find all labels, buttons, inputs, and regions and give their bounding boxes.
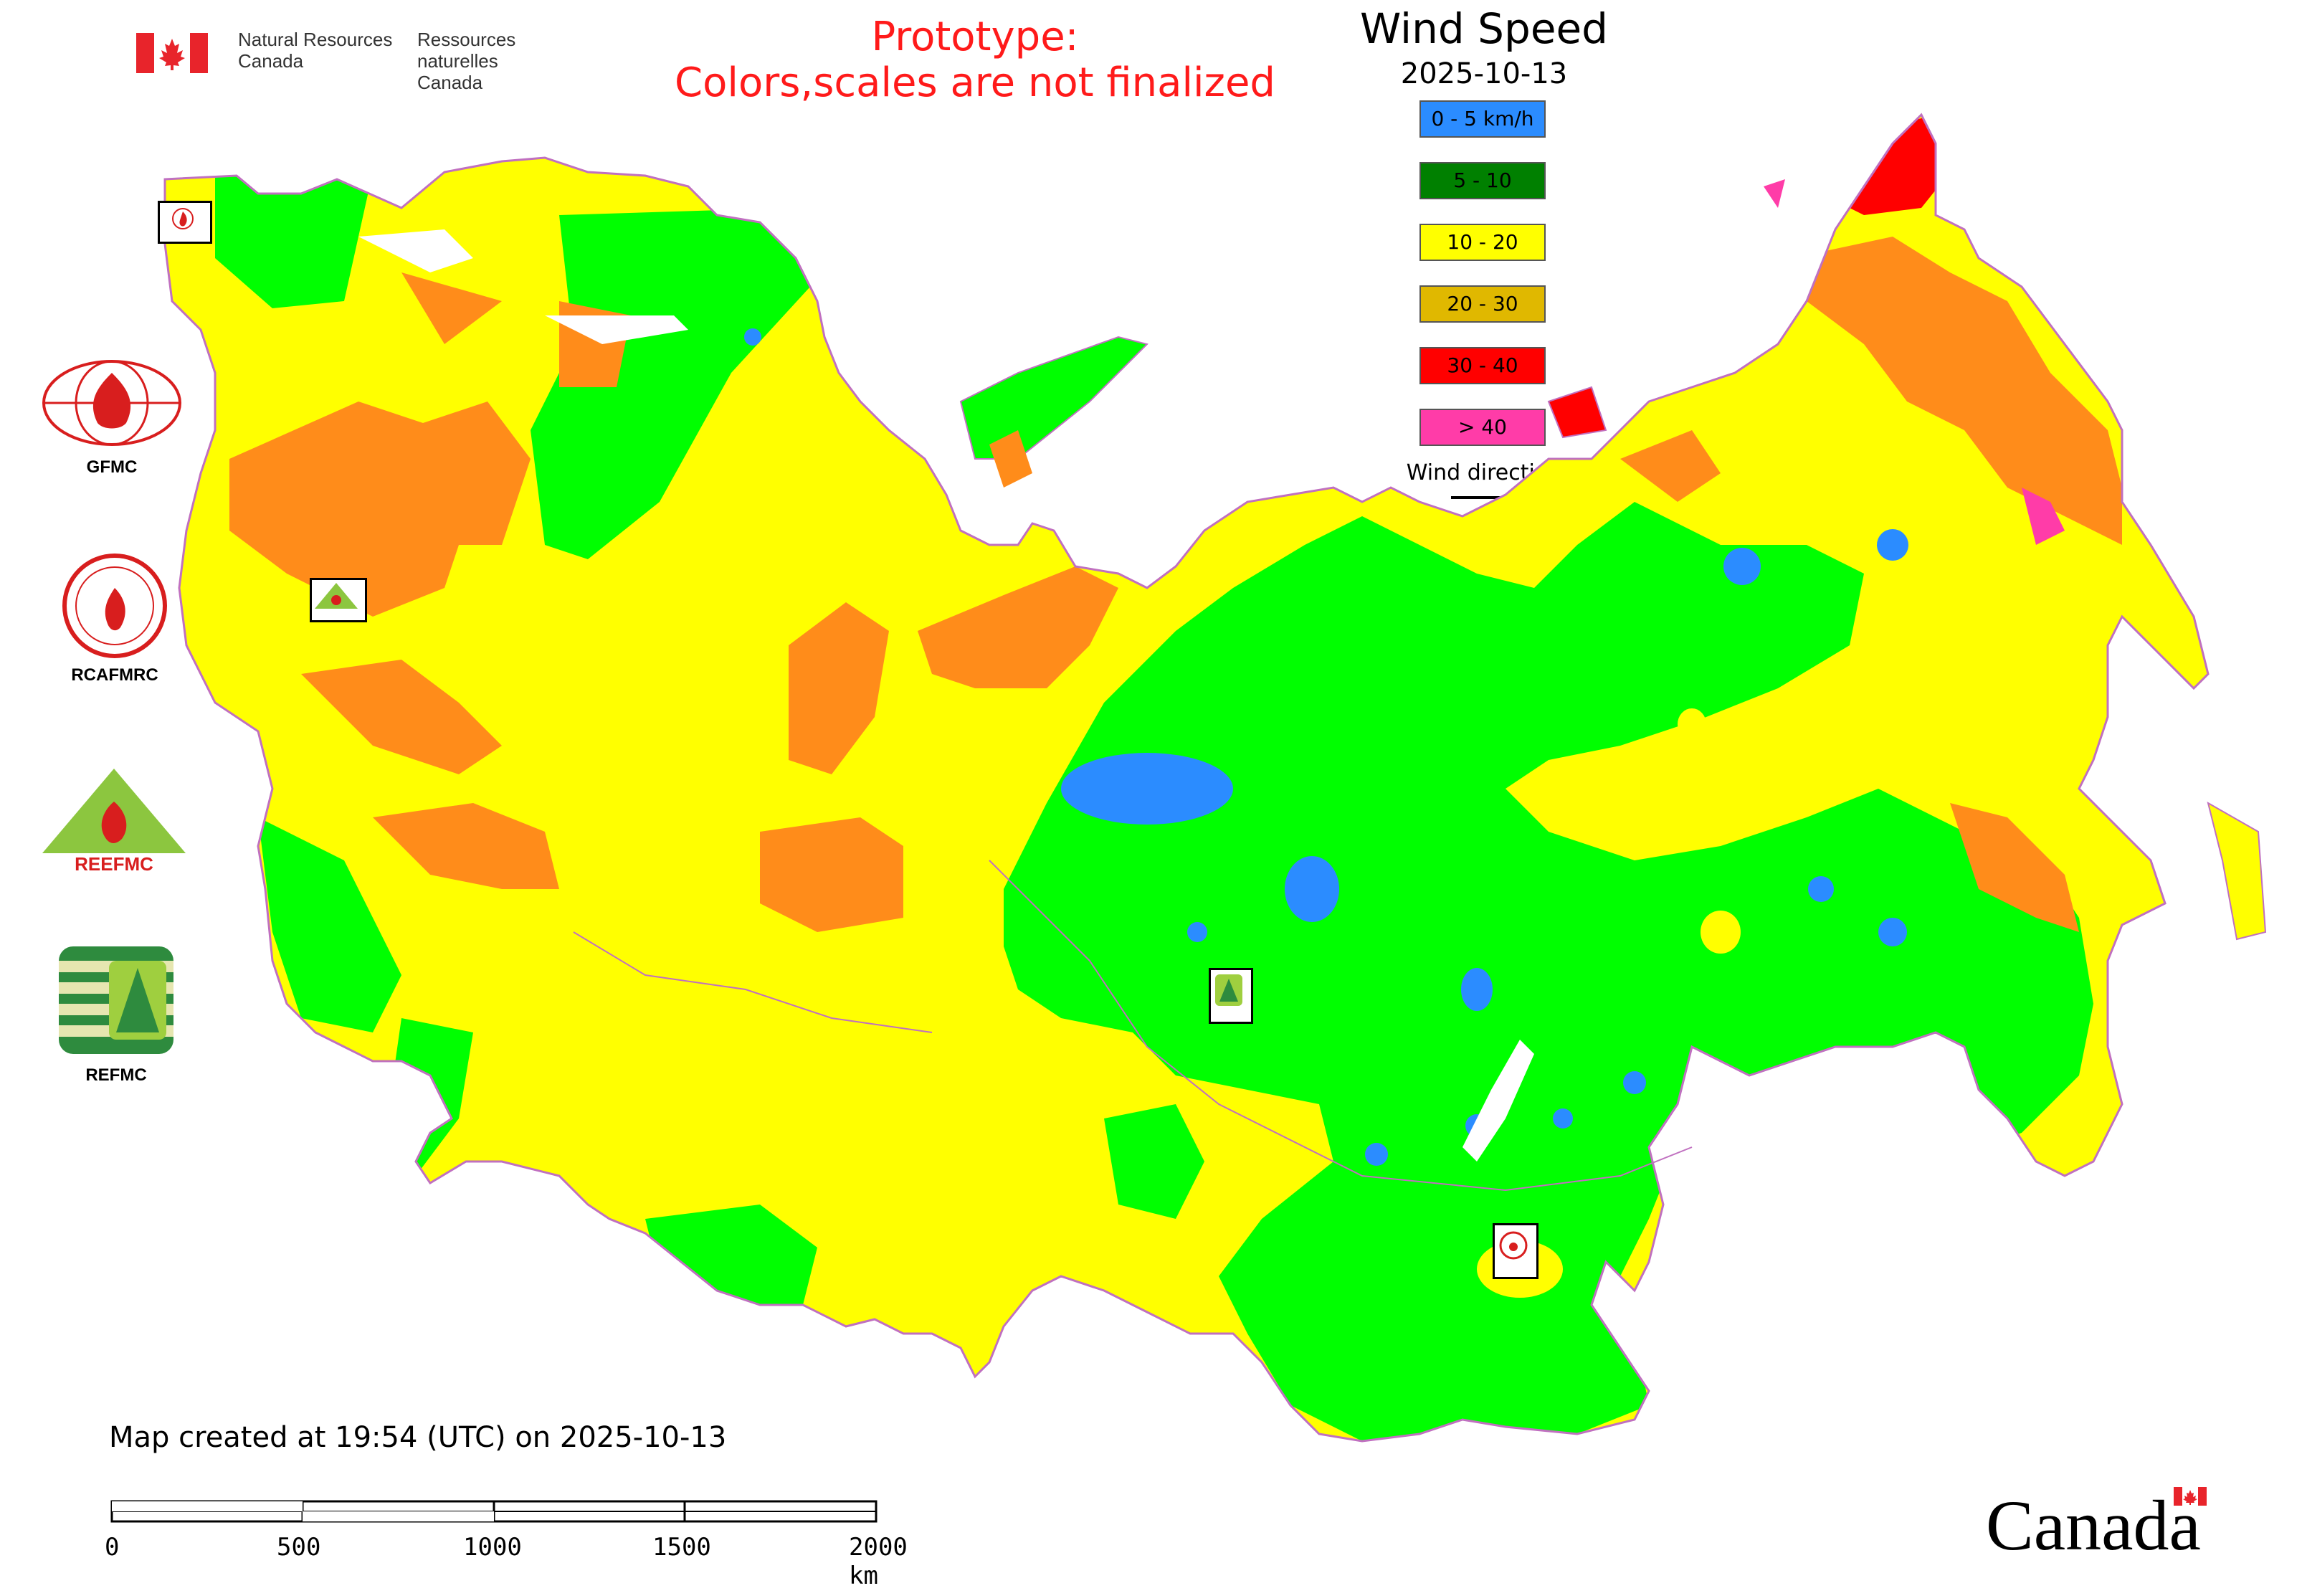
refmc-sigma-icon	[59, 946, 173, 1054]
gfmc-map-marker	[158, 201, 212, 244]
rcafmrc-map-marker	[1493, 1223, 1538, 1279]
prototype-line1: Prototype:	[871, 14, 1079, 60]
legend-swatch-calm: 0 - 5 km/h	[1419, 100, 1546, 138]
legend-label-moderate: 10 - 20	[1447, 230, 1518, 254]
rcafmrc-marker-icon	[1499, 1231, 1528, 1260]
gov-fr-line2: Canada	[417, 72, 483, 93]
scale-bar: 0 500 1000 1500 2000 km	[105, 1498, 908, 1590]
reefmc-marker-icon	[315, 583, 358, 609]
gov-en-line1: Natural Resources	[238, 29, 393, 50]
legend-swatch-fresh: 20 - 30	[1419, 285, 1546, 323]
scale-tick-500: 500	[277, 1533, 321, 1562]
legend-swatch-gale: > 40	[1419, 409, 1546, 446]
legend-label-calm: 0 - 5 km/h	[1431, 107, 1534, 130]
scale-tick-2000: 2000 km	[849, 1533, 908, 1590]
legend-swatch-light: 5 - 10	[1419, 162, 1546, 199]
legend-date: 2025-10-13	[1400, 57, 1568, 90]
gfmc-globe-fire-icon	[42, 360, 181, 446]
reefmc-logo: REEFMC	[39, 767, 189, 875]
prototype-line2: Colors,scales are not finalized	[675, 60, 1275, 106]
canada-wordmark-text: Canada	[1986, 1486, 2201, 1565]
scale-tick-1500: 1500	[652, 1533, 711, 1562]
legend-label-gale: > 40	[1458, 415, 1507, 439]
rcafmrc-emblem-icon	[62, 554, 167, 658]
legend-swatch-moderate: 10 - 20	[1419, 224, 1546, 261]
legend-title: Wind Speed	[1359, 4, 1609, 53]
reefmc-map-marker	[310, 578, 367, 622]
prototype-notice: Prototype: Colors,scales are not finaliz…	[645, 14, 1305, 106]
svg-text:REEFMC: REEFMC	[75, 853, 153, 875]
government-signature: Natural Resources Canada Ressources natu…	[136, 29, 595, 93]
legend-swatch-strong: 30 - 40	[1419, 347, 1546, 384]
gov-fr-line1: Ressources naturelles	[417, 29, 516, 72]
refmc-logo: REFMC	[59, 946, 173, 1090]
canada-wordmark-flag-icon	[2174, 1487, 2207, 1506]
scale-tick-1000: 1000	[463, 1533, 522, 1562]
map-created-text: Map created at 19:54 (UTC) on 2025-10-13	[109, 1421, 727, 1454]
rcafmrc-logo: RCAFMRC	[50, 552, 179, 688]
gov-en-line2: Canada	[238, 50, 304, 72]
gfmc-marker-icon	[172, 208, 194, 229]
reefmc-triangle-icon: REEFMC	[39, 769, 189, 875]
rcafmrc-label: RCAFMRC	[71, 665, 158, 685]
gfmc-logo: GFMC	[40, 358, 184, 480]
canada-flag-icon	[136, 33, 208, 73]
gfmc-label: GFMC	[86, 457, 138, 477]
refmc-marker-icon	[1215, 974, 1242, 1006]
scale-tick-0: 0	[105, 1533, 120, 1562]
legend-label-light: 5 - 10	[1453, 168, 1512, 192]
legend-label-strong: 30 - 40	[1447, 353, 1518, 377]
canada-wordmark: Canada	[1986, 1484, 2230, 1577]
refmc-label: REFMC	[85, 1065, 147, 1085]
refmc-map-marker	[1209, 968, 1253, 1024]
scale-bar-graphic	[110, 1500, 877, 1523]
legend-label-fresh: 20 - 30	[1447, 292, 1518, 315]
